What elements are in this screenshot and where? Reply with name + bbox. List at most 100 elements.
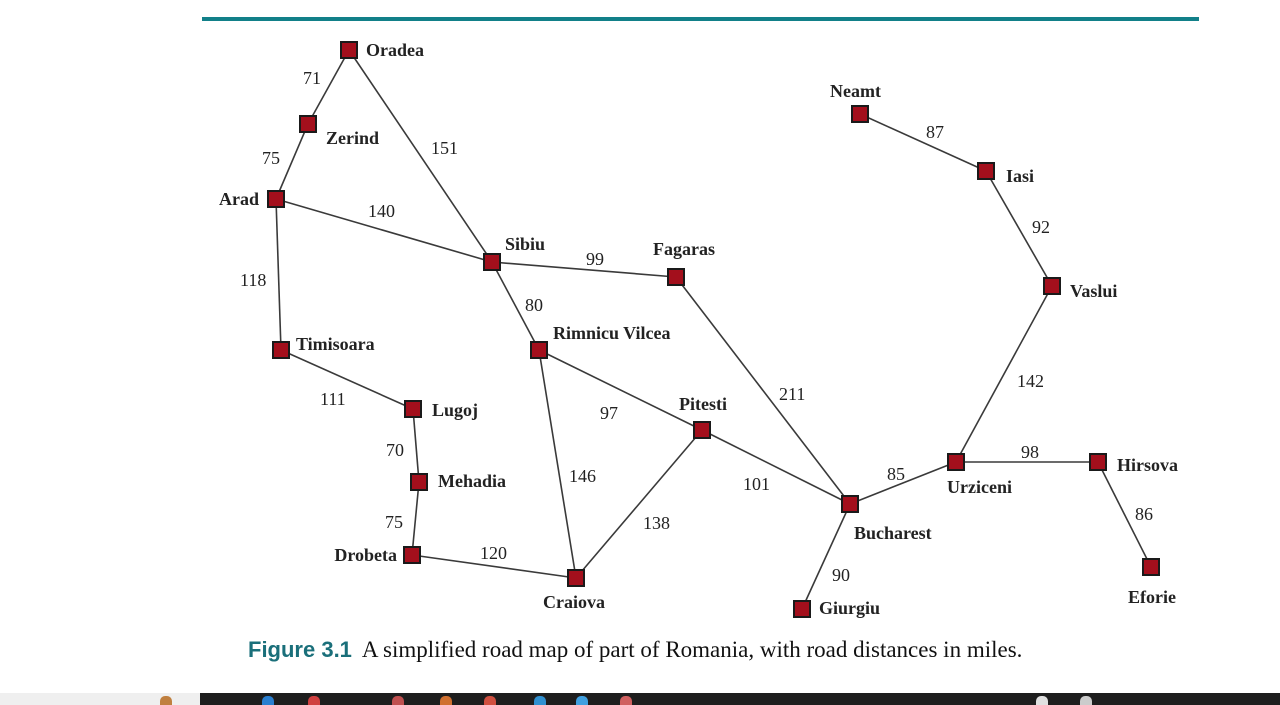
road-urziceni-vaslui (955, 285, 1053, 463)
distance-label-bucharest-giurgiu: 90 (832, 565, 850, 585)
city-label-lugoj: Lugoj (432, 400, 478, 420)
taskbar-strip (0, 693, 1280, 705)
city-label-oradea: Oradea (366, 40, 424, 60)
city-labels-layer: Oradea Zerind Arad Sibiu Fagaras Timisoara Rim… (219, 40, 1178, 618)
taskbar-app-icon[interactable] (160, 696, 172, 705)
distance-label-oradea-zerind: 71 (303, 68, 321, 88)
road-rimnicu-craiova (538, 349, 577, 579)
taskbar-app-icon[interactable] (534, 696, 546, 705)
road-rimnicu-pitesti (538, 349, 703, 431)
city-node-vaslui (1043, 277, 1061, 295)
taskbar-tray-icon[interactable] (1036, 696, 1048, 705)
road-hirsova-eforie (1097, 461, 1152, 568)
city-label-fagaras: Fagaras (653, 239, 715, 259)
distance-label-hirsova-eforie: 86 (1135, 504, 1153, 524)
city-label-craiova: Craiova (543, 592, 605, 612)
road-pitesti-bucharest (701, 429, 851, 505)
road-oradea-zerind (307, 49, 350, 125)
road-mehadia-drobeta (411, 481, 420, 556)
cities-layer (267, 41, 1160, 618)
city-node-urziceni (947, 453, 965, 471)
distance-label-sibiu-fagaras: 99 (586, 249, 604, 269)
distance-label-zerind-arad: 75 (262, 148, 280, 168)
city-node-craiova (567, 569, 585, 587)
road-sibiu-rimnicu (491, 261, 540, 351)
city-label-bucharest: Bucharest (854, 523, 932, 543)
road-vaslui-iasi (985, 170, 1053, 287)
city-node-timisoara (272, 341, 290, 359)
city-label-rimnicu: Rimnicu Vilcea (553, 323, 671, 343)
top-rule (202, 17, 1199, 21)
city-node-iasi (977, 162, 995, 180)
taskbar-app-icon[interactable] (392, 696, 404, 705)
city-label-drobeta: Drobeta (334, 545, 397, 565)
city-label-iasi: Iasi (1006, 166, 1034, 186)
taskbar-app-icon[interactable] (484, 696, 496, 705)
road-oradea-sibiu (348, 49, 493, 263)
figure-caption: Figure 3.1 A simplified road map of part … (248, 637, 1022, 663)
city-node-rimnicu (530, 341, 548, 359)
city-label-timisoara: Timisoara (296, 334, 375, 354)
city-label-neamt: Neamt (830, 81, 881, 101)
distance-label-iasi-neamt: 87 (926, 122, 944, 142)
city-node-fagaras (667, 268, 685, 286)
city-label-hirsova: Hirsova (1117, 455, 1178, 475)
city-label-vaslui: Vaslui (1070, 281, 1117, 301)
city-label-urziceni: Urziceni (947, 477, 1012, 497)
roads-layer (275, 49, 1152, 610)
distance-label-fagaras-bucharest: 211 (779, 384, 805, 404)
distance-label-bucharest-urziceni: 85 (887, 464, 905, 484)
distance-label-vaslui-iasi: 92 (1032, 217, 1050, 237)
taskbar-app-icon[interactable] (576, 696, 588, 705)
taskbar-tray-icon[interactable] (1080, 696, 1092, 705)
city-label-mehadia: Mehadia (438, 471, 506, 491)
distance-label-urziceni-hirsova: 98 (1021, 442, 1039, 462)
city-node-zerind (299, 115, 317, 133)
road-sibiu-fagaras (491, 261, 677, 278)
city-node-arad (267, 190, 285, 208)
road-drobeta-craiova (411, 554, 577, 579)
road-zerind-arad (275, 123, 309, 200)
taskbar-app-icon[interactable] (620, 696, 632, 705)
distance-labels-layer: 71 75 151 140 118 111 70 75 120 99 80 97 146 138 211 10… (240, 68, 1153, 585)
taskbar-light-region (0, 693, 200, 705)
city-node-neamt (851, 105, 869, 123)
distance-label-rimnicu-pitesti: 97 (600, 403, 618, 423)
road-arad-timisoara (275, 198, 282, 351)
city-node-eforie (1142, 558, 1160, 576)
distance-label-arad-sibiu: 140 (368, 201, 395, 221)
city-label-sibiu: Sibiu (505, 234, 545, 254)
city-node-sibiu (483, 253, 501, 271)
city-node-mehadia (410, 473, 428, 491)
road-bucharest-giurgiu (801, 503, 851, 610)
distance-label-rimnicu-craiova: 146 (569, 466, 596, 486)
city-node-bucharest (841, 495, 859, 513)
city-label-zerind: Zerind (326, 128, 379, 148)
taskbar-app-icon[interactable] (262, 696, 274, 705)
city-label-eforie: Eforie (1128, 587, 1176, 607)
distance-label-urziceni-vaslui: 142 (1017, 371, 1044, 391)
city-node-pitesti (693, 421, 711, 439)
city-node-oradea (340, 41, 358, 59)
city-node-drobeta (403, 546, 421, 564)
distance-label-timisoara-lugoj: 111 (320, 389, 346, 409)
distance-label-arad-timisoara: 118 (240, 270, 266, 290)
figure-number: Figure 3.1 (248, 637, 352, 662)
taskbar-app-icon[interactable] (308, 696, 320, 705)
road-arad-sibiu (275, 198, 493, 263)
distance-label-mehadia-drobeta: 75 (385, 512, 403, 532)
distance-label-lugoj-mehadia: 70 (386, 440, 404, 460)
city-label-arad: Arad (219, 189, 259, 209)
road-timisoara-lugoj (280, 349, 414, 410)
road-fagaras-bucharest (675, 276, 851, 505)
taskbar-app-icon[interactable] (440, 696, 452, 705)
city-node-giurgiu (793, 600, 811, 618)
distance-label-craiova-pitesti: 138 (643, 513, 670, 533)
city-node-lugoj (404, 400, 422, 418)
distance-label-pitesti-bucharest: 101 (743, 474, 770, 494)
city-label-giurgiu: Giurgiu (819, 598, 880, 618)
distance-label-drobeta-craiova: 120 (480, 543, 507, 563)
distance-label-oradea-sibiu: 151 (431, 138, 458, 158)
